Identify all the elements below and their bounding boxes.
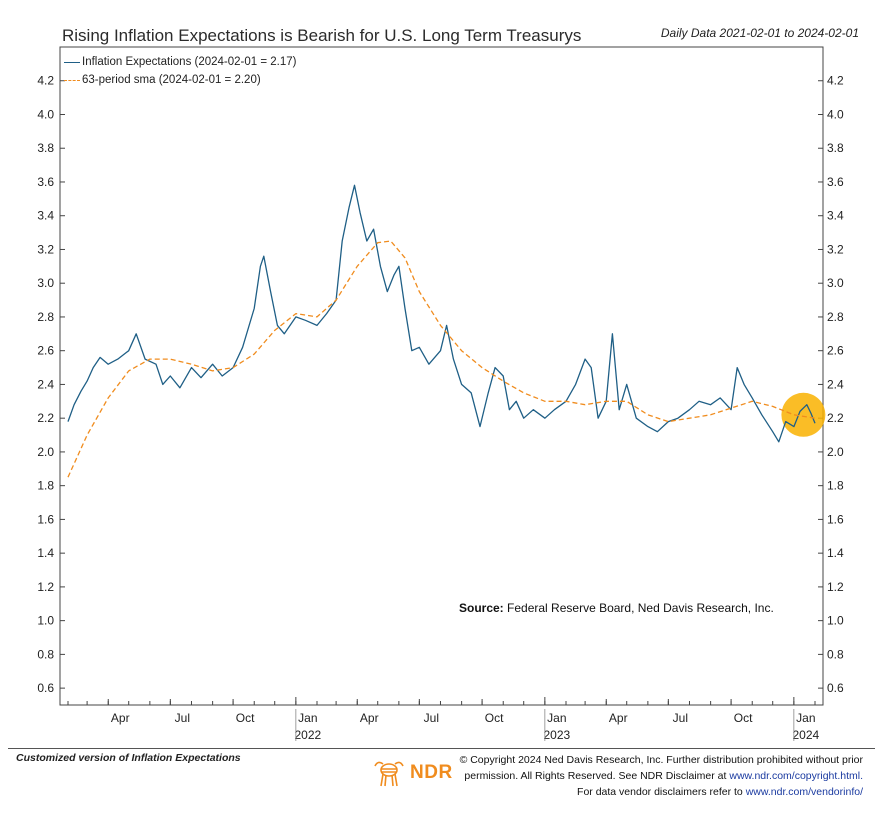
x-tick-label: Apr: [609, 711, 628, 725]
source-label: Source:: [459, 601, 504, 615]
y-tick-label-left: 4.2: [37, 74, 54, 88]
x-tick-label: Oct: [485, 711, 504, 725]
x-tick-label: Oct: [236, 711, 255, 725]
x-tick-label: Jan: [547, 711, 566, 725]
y-tick-label-left: 3.4: [37, 209, 54, 223]
y-tick-label-right: 3.0: [827, 276, 844, 290]
series-line-sma: [67, 240, 816, 478]
chart-title: Rising Inflation Expectations is Bearish…: [62, 26, 582, 45]
y-tick-label-right: 4.0: [827, 107, 844, 121]
y-tick-label-right: 2.2: [827, 411, 844, 425]
legend-item-series2: 63-period sma (2024-02-01 = 2.20): [64, 71, 297, 89]
x-tick-label: Jul: [175, 711, 190, 725]
y-tick-label-right: 0.8: [827, 647, 844, 661]
copyright-line3-text: For data vendor disclaimers refer to: [577, 786, 743, 798]
x-tick-label: Apr: [360, 711, 379, 725]
x-tick-label: Apr: [111, 711, 130, 725]
y-tick-label-left: 3.0: [37, 276, 54, 290]
y-tick-label-left: 0.8: [37, 647, 54, 661]
logo-text: NDR: [410, 762, 453, 783]
y-tick-label-right: 1.4: [827, 546, 844, 560]
x-tick-label: Oct: [734, 711, 753, 725]
legend: Inflation Expectations (2024-02-01 = 2.1…: [64, 53, 297, 89]
y-tick-label-left: 1.6: [37, 512, 54, 526]
y-tick-label-right: 3.6: [827, 175, 844, 189]
y-tick-label-right: 1.2: [827, 580, 844, 594]
y-tick-label-right: 2.6: [827, 344, 844, 358]
copyright-link[interactable]: www.ndr.com/copyright.html.: [729, 770, 863, 782]
x-tick-label: Jan: [796, 711, 815, 725]
bull-icon: [374, 761, 404, 787]
y-tick-label-right: 1.6: [827, 512, 844, 526]
y-tick-label-right: 4.2: [827, 74, 844, 88]
y-tick-label-left: 1.4: [37, 546, 54, 560]
y-tick-label-left: 2.2: [37, 411, 54, 425]
y-axis-right: 0.6 0.8 1.0 1.2 1.4 1.6 1.8 2.0 2.2 2.4 2.6 2.8 3.0 3…: [818, 74, 844, 695]
y-tick-label-right: 3.2: [827, 242, 844, 256]
footer-divider: [8, 748, 875, 749]
copyright-line2: permission. All Rights Reserved. See NDR…: [460, 768, 863, 784]
legend-swatch-dashed: [64, 79, 80, 81]
copyright-line2-text: permission. All Rights Reserved. See NDR…: [464, 770, 727, 782]
legend-item-series1: Inflation Expectations (2024-02-01 = 2.1…: [64, 53, 297, 71]
highlight-circle: [781, 392, 826, 437]
legend-label-series2: 63-period sma (2024-02-01 = 2.20): [82, 74, 261, 86]
y-tick-label-left: 4.0: [37, 107, 54, 121]
copyright-line3: For data vendor disclaimers refer to www…: [460, 784, 863, 800]
y-tick-label-left: 2.0: [37, 445, 54, 459]
x-tick-label: Jul: [673, 711, 688, 725]
legend-label-series1: Inflation Expectations (2024-02-01 = 2.1…: [82, 56, 297, 68]
y-tick-label-right: 3.8: [827, 141, 844, 155]
copyright-block: © Copyright 2024 Ned Davis Research, Inc…: [460, 752, 863, 800]
series-layer: [67, 184, 826, 478]
x-tick-label: Jul: [424, 711, 439, 725]
y-tick-label-left: 2.8: [37, 310, 54, 324]
x-tick-label: Jan: [298, 711, 317, 725]
vendorinfo-link[interactable]: www.ndr.com/vendorinfo/: [745, 786, 863, 798]
legend-swatch-solid: [64, 61, 80, 63]
x-year-label: 2023: [544, 728, 571, 742]
copyright-line1: © Copyright 2024 Ned Davis Research, Inc…: [459, 754, 863, 766]
y-tick-label-right: 2.0: [827, 445, 844, 459]
y-tick-label-left: 3.2: [37, 242, 54, 256]
y-tick-label-right: 0.6: [827, 681, 844, 695]
y-tick-label-left: 0.6: [37, 681, 54, 695]
source-text: Federal Reserve Board, Ned Davis Researc…: [507, 601, 774, 615]
source-note: Source: Federal Reserve Board, Ned Davis…: [459, 601, 774, 615]
x-year-label: 2022: [295, 728, 322, 742]
y-tick-label-left: 1.2: [37, 580, 54, 594]
y-tick-label-right: 2.4: [827, 377, 844, 391]
plot-border: [59, 46, 824, 706]
x-axis: Apr Jul Oct Jan 2022 Apr Jul Oct Jan 2023 Apr Jul Oc…: [67, 697, 820, 742]
plot-frame: [59, 46, 824, 706]
y-tick-label-right: 1.0: [827, 614, 844, 628]
y-tick-label-left: 2.6: [37, 344, 54, 358]
y-tick-label-left: 3.6: [37, 175, 54, 189]
y-tick-label-left: 2.4: [37, 377, 54, 391]
y-tick-label-left: 3.8: [37, 141, 54, 155]
customized-note: Customized version of Inflation Expectat…: [16, 752, 241, 764]
series-line-inflation-expectations: [67, 184, 816, 443]
y-axis-left: 0.6 0.8 1.0 1.2 1.4 1.6 1.8 2.0 2.2 2.4 2.6 2.8 3.0 3…: [37, 74, 65, 695]
y-tick-label-right: 3.4: [827, 209, 844, 223]
y-tick-label-right: 1.8: [827, 479, 844, 493]
x-year-label: 2024: [793, 728, 820, 742]
y-tick-label-right: 2.8: [827, 310, 844, 324]
ndr-logo: NDR: [372, 758, 453, 788]
y-tick-label-left: 1.8: [37, 479, 54, 493]
date-range: Daily Data 2021-02-01 to 2024-02-01: [660, 26, 859, 40]
y-tick-label-left: 1.0: [37, 614, 54, 628]
